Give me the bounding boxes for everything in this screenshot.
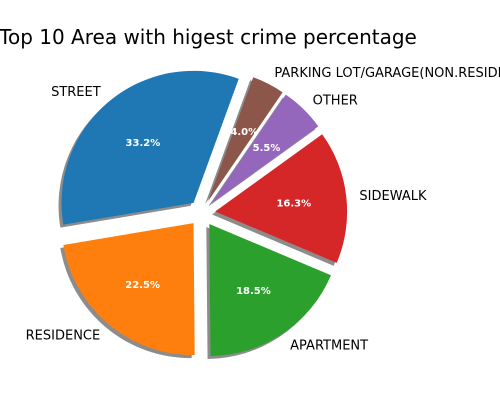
- slice-sidewalk: [215, 134, 348, 263]
- slice-residence: [63, 223, 195, 356]
- chart-title: Top 10 Area with higest crime percentage: [0, 25, 417, 49]
- percent-label-other: 5.5%: [253, 143, 281, 154]
- percent-label-residence: 22.5%: [125, 280, 160, 291]
- percent-label-sidewalk: 16.3%: [276, 199, 311, 210]
- category-label-sidewalk: SIDEWALK: [359, 189, 427, 204]
- percent-label-apartment: 18.5%: [236, 286, 271, 297]
- percent-label-parking-lot-garage-non-residential: 4.0%: [230, 127, 258, 138]
- slice-layer: [61, 70, 348, 356]
- slice-parking-lot-garage-non-residential: [208, 77, 283, 202]
- category-label-other: OTHER: [313, 94, 358, 109]
- category-label-street: STREET: [51, 85, 101, 100]
- label-layer: 33.2% STREET 22.5% RESIDENCE 18.5% APARTMENT 1…: [26, 66, 500, 353]
- slice-other: [211, 94, 319, 204]
- slice-street: [61, 70, 239, 225]
- category-label-apartment: APARTMENT: [290, 339, 368, 354]
- slice-apartment: [209, 223, 331, 356]
- percent-label-street: 33.2%: [126, 138, 161, 149]
- category-label-residence: RESIDENCE: [26, 328, 101, 343]
- category-label-parking-lot-garage-non-residential: PARKING LOT/GARAGE(NON.RESIDENTIAL): [274, 66, 500, 81]
